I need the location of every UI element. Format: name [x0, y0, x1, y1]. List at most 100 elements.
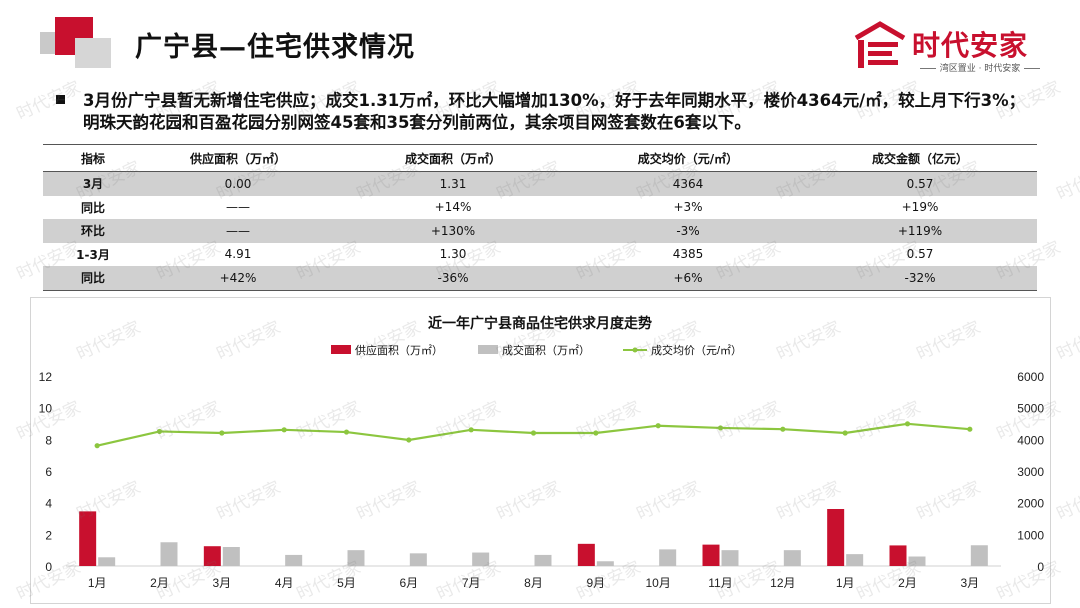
deal-bar: [596, 561, 614, 566]
table-header-cell: 成交金额（亿元）: [803, 144, 1037, 172]
y-left-tick-label: 8: [45, 433, 52, 447]
x-tick-label: 9月: [586, 576, 605, 590]
table-header-cell: 供应面积（万㎡）: [143, 144, 333, 172]
table-row: 1-3月 4.91 1.30 4385 0.57: [43, 243, 1037, 267]
table-header-cell: 指标: [43, 144, 143, 172]
summary-bullet: 3月份广宁县暂无新增住宅供应；成交1.31万㎡，环比大幅增加130%，好于去年同…: [56, 90, 1031, 134]
x-tick-label: 1月: [836, 576, 855, 590]
price-point: [219, 430, 225, 436]
watermark-text: 时代安家: [1054, 158, 1080, 204]
y-left-tick-label: 10: [39, 402, 53, 416]
indicator-table: 指标 供应面积（万㎡） 成交面积（万㎡） 成交均价（元/㎡） 成交金额（亿元） …: [43, 144, 1037, 291]
y-left-tick-label: 4: [45, 497, 52, 511]
table-cell: -3%: [573, 219, 803, 243]
y-left-tick-label: 0: [45, 560, 52, 574]
supply-bar: [577, 543, 595, 566]
logo-tagline: 湾区置业 · 时代安家: [910, 61, 1050, 74]
table-cell: +42%: [143, 266, 333, 291]
legend-label-1: 成交面积（万㎡）: [502, 343, 590, 357]
price-point: [94, 443, 100, 449]
table-row: 环比 —— +130% -3% +119%: [43, 219, 1037, 243]
table-header-row: 指标 供应面积（万㎡） 成交面积（万㎡） 成交均价（元/㎡） 成交金额（亿元）: [43, 144, 1037, 172]
table-cell: +3%: [673, 200, 703, 215]
deal-bar: [285, 554, 303, 566]
supply-bar: [889, 545, 907, 566]
y-right-tick-label: 4000: [1017, 433, 1044, 447]
table-cell: ——: [226, 200, 250, 215]
deal-bar: [222, 547, 240, 566]
deal-bar: [472, 552, 490, 566]
table-row: 3月 0.00 1.31 4364 0.57: [43, 171, 1037, 196]
price-point: [904, 421, 911, 427]
deal-bar: [534, 554, 552, 566]
row-label: 同比: [43, 266, 143, 291]
table-cell: 4.91: [224, 247, 252, 262]
table-cell: 0.57: [906, 247, 934, 262]
deal-bar: [908, 556, 926, 566]
table-cell: +119%: [803, 219, 1037, 243]
x-tick-label: 11月: [708, 576, 732, 590]
deal-bar: [721, 550, 739, 566]
x-tick-label: 7月: [462, 576, 481, 590]
supply-bar: [827, 509, 845, 566]
y-right-tick-label: 1000: [1017, 528, 1044, 542]
supply-bar: [702, 544, 720, 566]
table-cell: 4364: [573, 171, 803, 196]
summary-text: 3月份广宁县暂无新增住宅供应；成交1.31万㎡，环比大幅增加130%，好于去年同…: [83, 91, 1026, 132]
price-point: [780, 426, 786, 432]
price-point: [842, 430, 848, 436]
logo-name: 时代安家: [912, 29, 1029, 62]
y-right-tick-label: 3000: [1017, 465, 1044, 479]
table-header-cell: 成交面积（万㎡）: [333, 144, 573, 172]
deal-bar: [846, 554, 864, 566]
deal-bar: [659, 549, 677, 566]
x-tick-label: 8月: [524, 576, 543, 590]
brand-logo: 时代安家 湾区置业 · 时代安家: [850, 20, 1055, 75]
legend-swatch-0: [331, 345, 351, 354]
x-tick-label: 4月: [275, 576, 294, 590]
deal-bar: [783, 550, 801, 566]
decor-gray-square-2: [75, 38, 111, 68]
y-right-tick-label: 0: [1037, 560, 1044, 574]
x-tick-label: 3月: [960, 576, 979, 590]
legend-label-2: 成交均价（元/㎡）: [651, 343, 742, 357]
y-left-tick-label: 12: [39, 370, 53, 384]
x-tick-label: 2月: [150, 576, 169, 590]
bullet-square-icon: [56, 95, 65, 104]
watermark-text: 时代安家: [1054, 478, 1080, 524]
y-left-tick-label: 6: [45, 465, 52, 479]
legend-marker-2: [632, 347, 638, 353]
table-cell: 4385: [672, 247, 704, 262]
table-cell: +6%: [573, 266, 803, 291]
table-cell: -36%: [333, 266, 573, 291]
row-label: 同比: [80, 200, 105, 215]
price-point: [593, 430, 599, 436]
table-row: 同比 +42% -36% +6% -32%: [43, 266, 1037, 291]
x-tick-label: 3月: [212, 576, 231, 590]
legend-swatch-1: [478, 345, 498, 354]
price-point: [281, 427, 287, 433]
chart-panel: 近一年广宁县商品住宅供求月度走势供应面积（万㎡） 成交面积（万㎡） 成交均价（元/㎡…: [30, 297, 1051, 604]
x-tick-label: 10月: [645, 576, 670, 590]
table-cell: 1.31: [333, 171, 573, 196]
table-cell: +19%: [901, 200, 939, 215]
row-label: 1-3月: [76, 247, 110, 262]
chart-title: 近一年广宁县商品住宅供求月度走势: [428, 315, 652, 331]
table-header-cell: 成交均价（元/㎡）: [573, 144, 803, 172]
deal-bar: [160, 542, 178, 566]
table-cell: +14%: [434, 200, 472, 215]
price-point: [156, 428, 163, 435]
row-label: 3月: [43, 171, 143, 196]
price-point: [530, 430, 537, 436]
page-title: 广宁县—住宅供求情况: [135, 32, 415, 63]
legend-label-0: 供应面积（万㎡）: [355, 343, 443, 357]
price-point: [655, 423, 661, 429]
row-label: 环比: [43, 219, 143, 243]
x-tick-label: 2月: [898, 576, 917, 590]
price-point: [717, 425, 724, 431]
price-point: [967, 426, 973, 432]
deal-bar: [98, 557, 116, 566]
table-cell: 0.57: [803, 171, 1037, 196]
supply-bar: [203, 546, 221, 566]
